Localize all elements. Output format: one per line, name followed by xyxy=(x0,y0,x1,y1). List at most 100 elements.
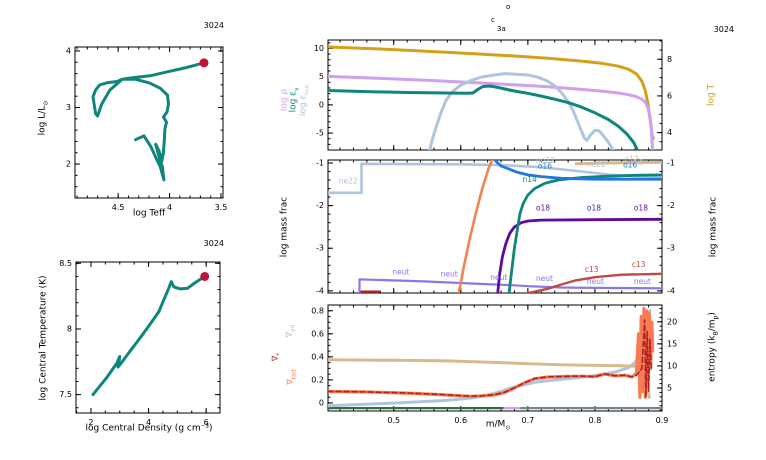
profile-model-number: 3024 xyxy=(713,25,734,34)
x-tick-label: 4 xyxy=(167,203,172,212)
x-tick-label: 4.5 xyxy=(112,203,125,212)
curve-label-neut: neut xyxy=(441,269,458,278)
series-n14 xyxy=(507,173,662,293)
curve-label-o16: o16 xyxy=(538,162,552,171)
curve-label-neut: neut xyxy=(490,273,507,282)
curve-label-ne22: ne22 xyxy=(587,160,606,169)
x-tick-label: 0.5 xyxy=(387,416,400,425)
y-tick-label-right: -1 xyxy=(667,158,675,167)
curve-label-c12: c12 xyxy=(625,155,639,164)
y-tick-label: 4 xyxy=(66,46,71,55)
y-tick-label: -3 xyxy=(316,244,324,253)
current-model-marker xyxy=(199,58,209,68)
trho-yaxis-label: log Central Temperature (K) xyxy=(38,275,49,401)
y-tick-label: 0.6 xyxy=(311,329,324,338)
panel-profile-thermo: -5 0 5 10 4 6 8 xyxy=(314,39,672,151)
curve-label-o18: o18 xyxy=(536,204,550,213)
y-tick-label-right: 6 xyxy=(667,91,672,100)
x-tick-label: 0.9 xyxy=(656,416,669,425)
hr-yaxis-label: log L/L⊙ xyxy=(37,100,50,136)
y-tick-label: 2 xyxy=(66,160,71,169)
y-tick-label-right: 20 xyxy=(667,317,677,326)
series-log-eps-nu xyxy=(328,84,640,150)
grad-star-axis-label: ∇* xyxy=(270,352,283,362)
series-neut xyxy=(358,278,662,293)
series-c13 xyxy=(526,272,662,293)
curve-label-neut: neut xyxy=(536,274,553,283)
series-grad-rad xyxy=(328,306,655,399)
x-tick-label: 6 xyxy=(204,418,209,427)
y-tick-label: 0 xyxy=(319,100,324,109)
curve-label-neut: neut xyxy=(634,277,651,286)
panel-frame xyxy=(74,46,224,199)
panel-frame xyxy=(75,261,221,414)
series-log-eps-nuc xyxy=(428,72,615,150)
y-tick-label: -5 xyxy=(316,129,324,138)
y-tick-label: 0 xyxy=(319,398,324,407)
y-tick-label: -1 xyxy=(316,158,324,167)
curve-label-o18: o18 xyxy=(587,204,601,213)
log-T-axis-label: log T xyxy=(706,83,717,107)
curve-label-ne22: ne22 xyxy=(339,176,358,185)
y-tick-label: 8 xyxy=(67,324,72,333)
current-model-marker xyxy=(200,271,210,281)
panel-trho-central: 2 4 6 7.5 8 8.5 xyxy=(59,259,221,427)
curve-label-o16: o16 xyxy=(623,161,637,170)
x-tick-label: 0.6 xyxy=(454,416,467,425)
curve-label-c13: c13 xyxy=(585,265,599,274)
panel-profile-gradients: 0.5 0.6 0.7 0.8 0.9 0 0.2 0.4 0.6 0.8 5 10 15 20 xyxy=(311,304,677,425)
series-central-track xyxy=(91,274,207,397)
y-tick-label: 0.2 xyxy=(311,375,324,384)
y-tick-label-right: 8 xyxy=(667,55,672,64)
grad-ad-axis-label: ∇ad xyxy=(284,324,297,338)
y-tick-label-right: -3 xyxy=(667,244,675,253)
curve-label-ne22: ne22 xyxy=(536,156,555,165)
y-tick-label-right: 15 xyxy=(667,339,677,348)
series-o18 xyxy=(496,217,662,293)
y-tick-label-right: -2 xyxy=(667,201,675,210)
x-tick-label: 2 xyxy=(88,418,93,427)
y-tick-label: 7.5 xyxy=(59,390,72,399)
x-tick-label: 4 xyxy=(146,418,151,427)
y-tick-label: 3 xyxy=(66,103,71,112)
mass-frac-right-axis-label: log mass frac xyxy=(708,196,719,258)
burn-zone-label-o: o xyxy=(506,3,511,11)
y-tick-label: 8.5 xyxy=(59,259,72,268)
y-tick-label-right: -4 xyxy=(667,286,675,295)
series-evolution-track xyxy=(91,61,206,182)
curve-label-neut: neut xyxy=(587,277,604,286)
hr-xaxis-label: log Teff xyxy=(132,208,166,219)
y-tick-label: -2 xyxy=(316,201,324,210)
y-tick-label-right: 10 xyxy=(667,361,677,370)
trho-xaxis-label: log Central Density (g cm⁻³) xyxy=(85,423,213,434)
series-o16 xyxy=(493,160,662,181)
curve-label-c13: c13 xyxy=(632,260,646,269)
curve-label-n14: n14 xyxy=(628,159,643,168)
y-tick-label: 0.4 xyxy=(311,352,324,361)
entropy-axis-label: entropy (kB/mp) xyxy=(707,312,720,382)
y-tick-label: 10 xyxy=(314,44,324,53)
burn-zone-label-c: c xyxy=(491,16,495,24)
panel-frame xyxy=(327,304,663,412)
panel-hr-diagram: 4.5 4 3.5 2 3 4 xyxy=(66,46,227,212)
log-eps-nuc-axis-label: log εnuc xyxy=(298,83,311,117)
y-tick-label: 5 xyxy=(319,72,324,81)
grad-rad-axis-label: ∇rad xyxy=(285,369,298,385)
x-tick-label: 3.5 xyxy=(215,203,228,212)
mass-frac-left-axis-label: log mass frac xyxy=(279,196,290,258)
x-tick-label: 0.7 xyxy=(521,416,534,425)
y-tick-label: -4 xyxy=(316,286,324,295)
series-c12 xyxy=(574,160,662,166)
series-grad-star xyxy=(328,319,653,398)
y-tick-label-right: 4 xyxy=(667,128,672,137)
series-unlabeled-coral xyxy=(457,160,494,293)
x-tick-label: 0.8 xyxy=(589,416,602,425)
y-tick-label: 0.8 xyxy=(311,306,324,315)
burn-zone-label-3a: 3a xyxy=(497,25,506,33)
curve-label-neut: neut xyxy=(392,268,409,277)
hr-model-number: 3024 xyxy=(203,21,224,30)
trho-model-number: 3024 xyxy=(203,239,224,248)
profile-xaxis-label: m/M⊙ xyxy=(485,419,511,432)
